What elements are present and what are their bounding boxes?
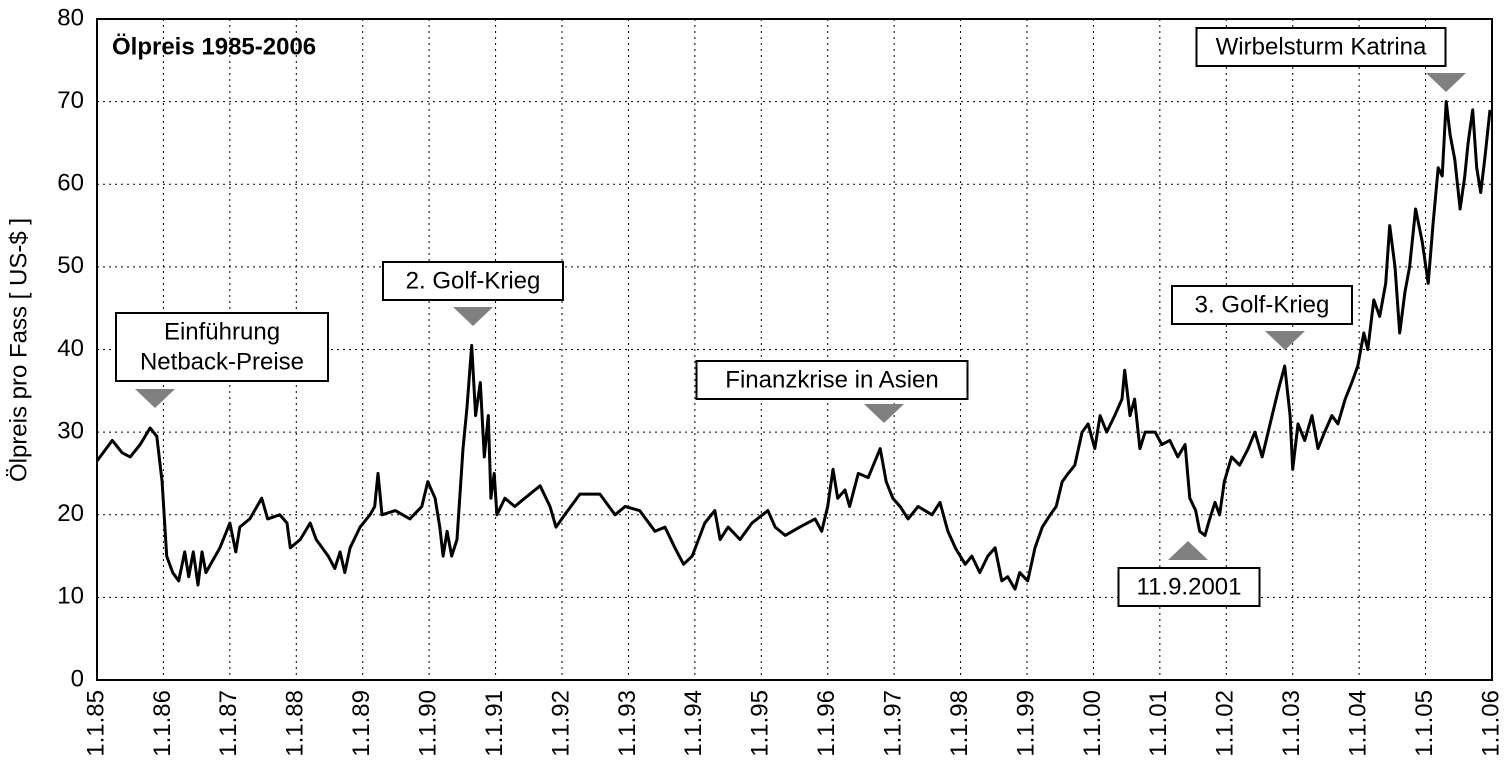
annotation-arrow xyxy=(1168,541,1208,560)
x-tick-label: 1.1.98 xyxy=(946,690,973,757)
x-tick-label: 1.1.94 xyxy=(680,690,707,757)
y-tick-label: 80 xyxy=(57,4,84,31)
x-tick-label: 1.1.87 xyxy=(215,690,242,757)
annotation-text: Netback-Preise xyxy=(140,348,304,375)
x-tick-label: 1.1.04 xyxy=(1344,690,1371,757)
x-tick-label: 1.1.91 xyxy=(481,690,508,757)
price-line xyxy=(95,100,1492,591)
annotation-text: 11.9.2001 xyxy=(1137,573,1242,600)
plot-frame xyxy=(96,18,1493,681)
annotation-box xyxy=(1171,285,1353,325)
y-tick-label: 50 xyxy=(57,252,84,279)
annotation-box xyxy=(1117,567,1261,607)
x-tick-label: 1.1.99 xyxy=(1012,690,1039,757)
y-tick-label: 30 xyxy=(57,417,84,444)
annotation-box xyxy=(1195,27,1447,67)
x-tick-label: 1.1.90 xyxy=(414,690,441,757)
y-tick-label: 70 xyxy=(57,87,84,114)
annotation: 2. Golf-Krieg xyxy=(382,261,564,326)
x-tick-label: 1.1.97 xyxy=(879,690,906,757)
x-tick-label: 1.1.02 xyxy=(1212,690,1239,757)
x-tick-label: 1.1.92 xyxy=(547,690,574,757)
annotation-box xyxy=(695,360,969,400)
x-tick-label: 1.1.89 xyxy=(348,690,375,757)
chart-title: Ölpreis 1985-2006 xyxy=(112,33,316,60)
annotation-box xyxy=(115,312,329,382)
annotation: Finanzkrise in Asien xyxy=(695,360,969,423)
annotation-text: Einführung xyxy=(164,318,280,345)
x-tick-label: 1.1.06 xyxy=(1477,690,1504,757)
annotation: 3. Golf-Krieg xyxy=(1171,285,1353,350)
annotation-arrow xyxy=(864,404,904,423)
annotation-arrow xyxy=(1426,73,1466,92)
y-tick-label: 0 xyxy=(71,665,84,692)
x-tick-label: 1.1.05 xyxy=(1411,690,1438,757)
annotation-text: Finanzkrise in Asien xyxy=(725,366,938,393)
annotation: 11.9.2001 xyxy=(1117,541,1261,607)
y-tick-label: 60 xyxy=(57,170,84,197)
annotation-arrow xyxy=(453,307,493,326)
annotation-arrow xyxy=(135,389,175,408)
x-tick-label: 1.1.93 xyxy=(614,690,641,757)
annotation: Einführung Netback-Preise xyxy=(115,312,329,408)
annotation-text: 3. Golf-Krieg xyxy=(1195,291,1330,318)
y-tick-label: 40 xyxy=(57,335,84,362)
x-tick-label: 1.1.88 xyxy=(282,690,309,757)
x-tick-label: 1.1.00 xyxy=(1079,690,1106,757)
x-tick-label: 1.1.86 xyxy=(149,690,176,757)
x-tick-label: 1.1.96 xyxy=(813,690,840,757)
annotation-box xyxy=(382,261,564,301)
x-tick-label: 1.1.95 xyxy=(747,690,774,757)
x-tick-label: 1.1.85 xyxy=(82,690,109,757)
y-tick-label: 20 xyxy=(57,500,84,527)
annotation: Wirbelsturm Katrina xyxy=(1195,27,1466,92)
y-axis-label: Ölpreis pro Fass [ US-$ ] xyxy=(5,218,32,482)
y-tick-label: 10 xyxy=(57,583,84,610)
annotation-arrow xyxy=(1265,331,1305,350)
x-tick-label: 1.1.01 xyxy=(1145,690,1172,757)
annotation-text: Wirbelsturm Katrina xyxy=(1216,33,1427,60)
x-tick-label: 1.1.03 xyxy=(1278,690,1305,757)
annotation-text: 2. Golf-Krieg xyxy=(406,267,541,294)
